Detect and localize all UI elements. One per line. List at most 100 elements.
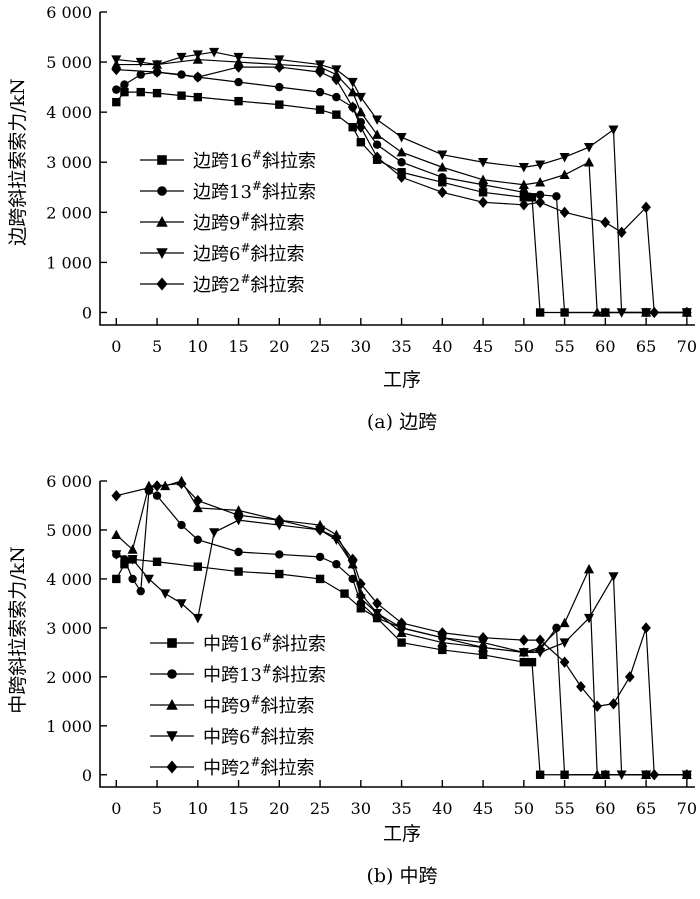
main-span-data-point	[152, 557, 162, 566]
side-span-legend-entry: 边跨6#斜拉索	[140, 241, 305, 265]
side-span-data-point	[616, 308, 627, 318]
main-span-data-point	[355, 578, 366, 590]
main-span-legend-entry: 中跨13#斜拉索	[150, 662, 326, 686]
side-span-data-point	[584, 156, 595, 167]
side-span-xtick-label: 65	[636, 337, 656, 356]
side-span-data-point	[275, 82, 284, 92]
main-span-data-point	[348, 574, 357, 584]
side-span-data-point	[437, 161, 448, 172]
main-span-data-point	[112, 574, 121, 584]
side-span-data-point	[315, 87, 325, 97]
side-span-data-point	[535, 160, 546, 170]
main-span-data-point	[592, 700, 603, 712]
chart-main-span: 中跨斜拉索索力/kN 工序 (b) 中跨 0 1 000 2 000 3 000 4 0…	[7, 472, 697, 887]
main-span-xtick-label: 60	[595, 799, 615, 818]
main-span-data-point	[535, 634, 545, 646]
side-span-data-point	[274, 61, 285, 73]
side-span-xtick-label: 45	[473, 337, 493, 356]
side-span-data-point	[608, 125, 619, 135]
side-span-data-point	[315, 105, 325, 114]
main-span-data-point	[682, 769, 692, 781]
main-span-xtick-label: 50	[514, 799, 534, 818]
side-span-data-point	[616, 226, 627, 239]
main-span-data-point	[347, 553, 358, 566]
main-span-data-point	[192, 613, 203, 624]
side-span-data-point	[559, 206, 570, 218]
side-span-data-point	[372, 140, 382, 149]
main-span-axes	[99, 481, 695, 788]
main-span-data-point	[233, 509, 244, 521]
main-span-xtick-label: 10	[188, 799, 208, 818]
legend-marker	[166, 699, 178, 710]
side-span-data-point	[234, 96, 243, 106]
legend-marker	[167, 669, 177, 679]
chart-side-span: 边跨斜拉索索力/kN 工序 (a) 边跨 0 1 000 2 000 3 000 4 0…	[7, 3, 697, 433]
main-span-data-point	[192, 502, 203, 513]
main-span-data-point	[559, 638, 570, 648]
main-span-data-point	[397, 638, 406, 647]
main-span-legend-entry: 中跨16#斜拉索	[150, 631, 326, 655]
side-span-data-point	[135, 57, 146, 68]
side-span-data-point	[438, 173, 447, 182]
side-span-data-point	[396, 171, 407, 183]
side-span-axes	[99, 12, 695, 326]
legend-label: 中跨6#斜拉索	[203, 724, 315, 748]
side-span-xtick-label: 0	[111, 337, 121, 356]
side-span-data-point	[396, 146, 407, 157]
side-span-data-point	[356, 138, 366, 147]
side-span-data-point	[600, 307, 611, 317]
side-span-ytick-label: 1 000	[46, 253, 92, 272]
chart-main-span-ylabel: 中跨斜拉索索力/kN	[7, 546, 29, 714]
side-span-data-point	[478, 188, 488, 197]
main-span-data-point	[152, 480, 162, 492]
main-span-data-point	[559, 656, 570, 668]
chart-side-span-xlabel: 工序	[383, 369, 421, 391]
side-span-ytick-label: 4 000	[46, 103, 92, 122]
main-span-data-point	[438, 645, 447, 655]
side-span-data-point	[347, 86, 358, 97]
main-span-ytick-label: 2 000	[46, 668, 92, 687]
side-span-data-point	[120, 80, 129, 89]
side-span-data-point	[136, 87, 145, 97]
main-span-data-point	[177, 520, 186, 530]
main-span-data-point	[315, 574, 325, 584]
main-span-data-point	[160, 589, 171, 599]
side-span-data-point	[355, 121, 366, 133]
legend-marker	[157, 186, 167, 196]
side-span-data-point	[331, 65, 342, 75]
main-span-xtick-label: 65	[636, 799, 656, 818]
main-span-xtick-label: 70	[677, 799, 697, 818]
side-span-data-point	[152, 60, 163, 70]
side-span-data-point	[372, 129, 383, 139]
main-span-data-point	[624, 671, 635, 683]
main-span-data-point	[192, 494, 203, 507]
side-span-data-point	[559, 153, 570, 163]
main-span-data-point	[535, 648, 546, 658]
main-span-series-line	[116, 482, 687, 776]
main-span-data-point	[592, 769, 603, 779]
side-span-data-point	[518, 163, 529, 173]
main-span-xtick-label: 0	[111, 799, 121, 818]
side-span-data-point	[519, 188, 529, 197]
main-span-data-point	[193, 535, 203, 544]
main-span-data-point	[608, 698, 619, 710]
side-span-data-point	[152, 66, 162, 78]
side-span-data-point	[332, 92, 341, 102]
legend-marker	[156, 248, 168, 259]
main-span-series-line	[116, 519, 687, 776]
main-span-data-point	[478, 632, 488, 644]
side-span-legend-entry: 边跨2#斜拉索	[140, 272, 305, 296]
chart-main-span-xlabel: 工序	[383, 823, 421, 845]
chart-main-span-caption: (b) 中跨	[366, 865, 437, 887]
side-span-data-point	[518, 179, 529, 189]
main-span-data-point	[608, 572, 619, 582]
legend-label: 边跨13#斜拉索	[193, 179, 316, 203]
side-span-data-point	[234, 77, 243, 87]
side-span-data-point	[478, 158, 489, 168]
main-span-legend-entry: 中跨9#斜拉索	[150, 693, 315, 717]
side-span-data-point	[559, 169, 570, 179]
main-span-data-point	[275, 569, 284, 579]
side-span-legend-entry: 边跨13#斜拉索	[140, 179, 316, 203]
main-span-ytick-label: 0	[82, 766, 92, 785]
